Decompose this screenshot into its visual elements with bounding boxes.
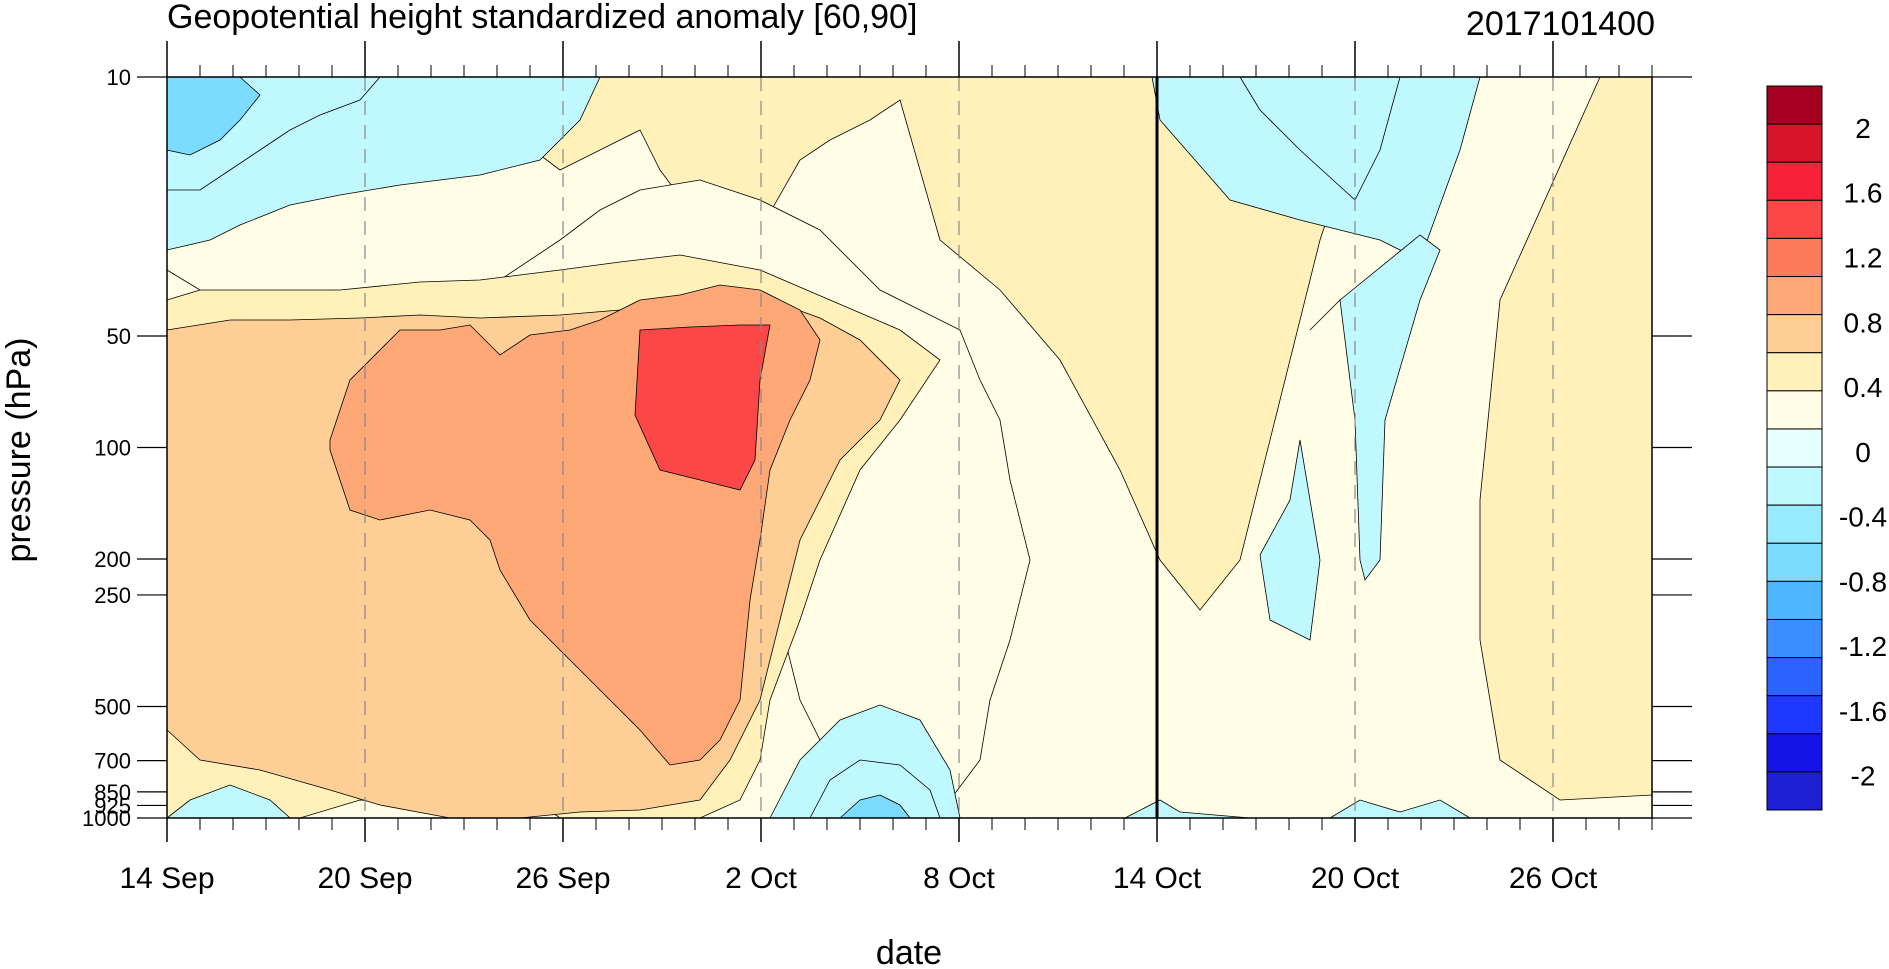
colorbar-swatch <box>1766 695 1823 735</box>
y-tick-label: 50 <box>107 324 131 349</box>
contour-region-neg-5 <box>1309 234 1441 581</box>
x-tick-label: 20 Sep <box>317 862 412 895</box>
colorbar-label: -0.4 <box>1839 502 1887 533</box>
colorbar-swatch <box>1766 352 1823 392</box>
y-tick-label: 850 <box>94 780 131 805</box>
date-gridlines <box>364 77 1554 818</box>
y-tick-label: 10 <box>107 65 131 90</box>
x-tick-label: 8 Oct <box>923 862 995 895</box>
y-tick-label: 1000 <box>82 806 131 831</box>
colorbar-swatch <box>1766 276 1823 316</box>
colorbar-label: 1.2 <box>1844 242 1883 273</box>
y-axis-title: pressure (hPa) <box>0 338 38 563</box>
colorbar-swatch <box>1766 314 1823 354</box>
x-tick-label: 2 Oct <box>725 862 797 895</box>
colorbar-label: 2 <box>1855 113 1871 144</box>
analysis-time-label: 2017101400 <box>1466 5 1655 43</box>
colorbar-swatch <box>1766 618 1823 659</box>
colorbar-swatch <box>1766 428 1823 468</box>
colorbar-label: 0.4 <box>1844 372 1883 403</box>
colorbar-label: -1.6 <box>1839 696 1887 727</box>
colorbar-label: -0.8 <box>1839 566 1887 597</box>
x-axis-title: date <box>876 934 942 969</box>
colorbar-swatch <box>1766 390 1823 430</box>
colorbar-swatch <box>1766 771 1823 811</box>
colorbar: 2 1.6 1.2 0.8 0.4 0 -0.4 -0.8 -1.2 -1.6 -2 <box>1766 85 1887 811</box>
y-tick-label: 200 <box>94 547 131 572</box>
contour-region-neg-6 <box>1259 439 1321 641</box>
colorbar-swatch <box>1766 237 1823 278</box>
colorbar-swatch <box>1766 657 1823 697</box>
colorbar-swatch <box>1766 733 1823 773</box>
colorbar-swatch <box>1766 466 1823 506</box>
chart-title: Geopotential height standardized anomaly… <box>167 0 917 36</box>
contour-region-pos-5 <box>634 324 771 491</box>
y-tick-label: 250 <box>94 583 131 608</box>
colorbar-label: 0.8 <box>1844 307 1883 338</box>
colorbar-swatch <box>1766 85 1823 125</box>
colorbar-swatch <box>1766 580 1823 620</box>
colorbar-label: -1.2 <box>1839 631 1887 662</box>
contour-field <box>165 76 1653 819</box>
colorbar-swatch <box>1766 161 1823 201</box>
y-tick-label: 100 <box>94 436 131 461</box>
x-tick-label: 14 Oct <box>1113 862 1202 895</box>
x-axis: 14 Sep 20 Sep 26 Sep 2 Oct 8 Oct 14 Oct 20 Oct… <box>119 41 1653 895</box>
y-tick-label: 500 <box>94 694 131 719</box>
contour-region-neg-2 <box>166 76 261 156</box>
colorbar-label: -2 <box>1851 761 1876 792</box>
colorbar-swatch <box>1766 504 1823 544</box>
x-tick-label: 20 Oct <box>1311 862 1400 895</box>
x-tick-label: 26 Sep <box>515 862 610 895</box>
colorbar-label: 1.6 <box>1844 178 1883 209</box>
x-tick-label: 14 Sep <box>119 862 214 895</box>
colorbar-swatch <box>1766 199 1823 239</box>
colorbar-swatch <box>1766 123 1823 163</box>
colorbar-swatch <box>1766 542 1823 582</box>
y-tick-label: 925 <box>94 793 131 818</box>
x-tick-label: 26 Oct <box>1509 862 1598 895</box>
colorbar-label: 0 <box>1855 437 1871 468</box>
y-tick-label: 700 <box>94 749 131 774</box>
